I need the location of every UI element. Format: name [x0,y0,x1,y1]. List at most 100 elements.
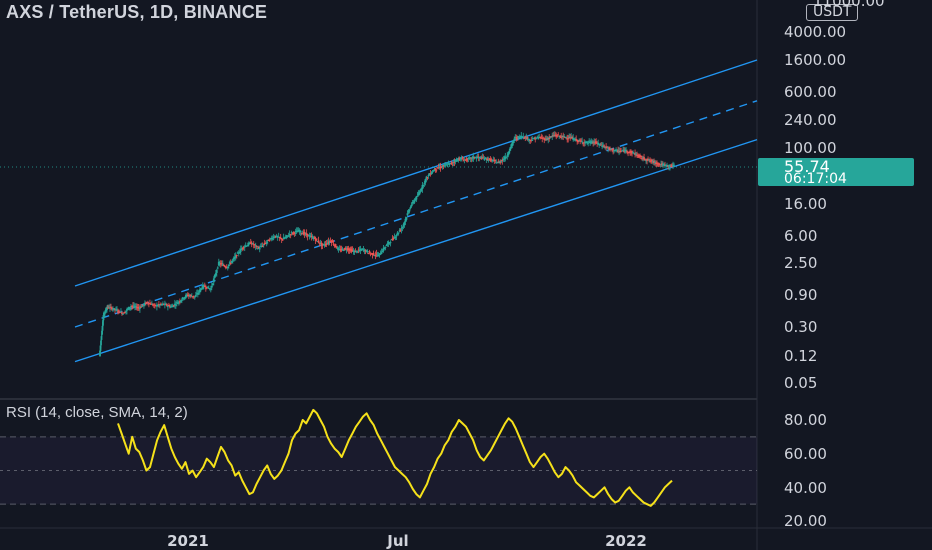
candle-body [455,159,458,162]
candle-body [643,157,645,160]
candle-body [267,239,270,242]
candle-body [121,312,123,314]
candle-body [488,158,491,160]
candle-body [401,226,404,228]
candle-body [189,294,192,296]
candle-body [497,161,500,163]
candle-body [371,253,374,256]
candle-body [518,136,521,138]
candle-body [304,233,307,235]
price-tick-label: 0.05 [784,374,817,392]
candle-body [588,141,591,143]
price-tick-top: 11000.00 [813,0,885,10]
candle-body [545,138,548,140]
candle-body [229,263,232,265]
candle-body [595,141,598,144]
candle-body [319,243,322,245]
candle-body [237,252,240,254]
candle-body [195,293,198,295]
price-unit-badge[interactable]: USDT [806,4,859,21]
candle-body [546,139,549,141]
candle-body [130,306,132,308]
candle-body [249,242,252,244]
candle-body [220,263,223,265]
candle-body [393,237,396,239]
candle-body [493,159,496,161]
candle-body [301,233,304,235]
candle-body [282,237,285,240]
candle-body [432,170,435,172]
candle-body [456,159,459,161]
candle-body [462,160,465,162]
candle-body [575,138,578,140]
candle-body [467,158,470,160]
candle-body [231,259,234,261]
candle-body [174,304,177,306]
candle-body [230,261,233,263]
candle-body [382,247,385,251]
candle-body [135,305,137,307]
candle-body [125,310,127,312]
candle-body [228,262,231,264]
candle-body [334,244,337,247]
candle-body [436,167,439,169]
candle-body [191,296,194,298]
candle-body [532,138,535,140]
candle-body [670,166,672,168]
candle-body [246,244,249,246]
candle-body [474,157,477,159]
candle-body [368,251,371,253]
candle-body [435,169,438,171]
candle-body [380,252,383,254]
candle-body [150,303,152,305]
candle-body [453,161,456,163]
candle-body [613,150,616,152]
candle-body [311,237,314,239]
candle-body [325,243,328,245]
candle-body [327,241,330,243]
candle-body [165,304,168,306]
candle-body [256,248,259,250]
candle-body [529,139,532,141]
candle-body [673,164,675,166]
candle-body [307,235,310,237]
candle-body [514,137,517,139]
candle-body [245,245,248,247]
candle-body [296,231,299,233]
rsi-label: RSI (14, close, SMA, 14, 2) [6,404,188,421]
price-tick-label: 1600.00 [784,51,846,69]
candle-body [381,251,384,253]
candle-body [277,236,280,238]
candle-body [105,309,108,311]
candle-body [556,135,559,137]
candle-body [373,255,376,257]
candle-body [298,231,301,233]
candle-body [535,138,538,140]
candle-body [464,159,467,161]
candle-body [379,253,382,255]
candle-body [458,157,461,161]
candle-body [328,240,331,242]
candle-body [268,239,271,241]
candle-body [124,312,126,314]
candle-body [610,148,613,150]
candle-body [384,246,387,248]
rsi-axis: 80.00 60.00 40.00 20.00 [784,411,827,530]
candle-body [122,313,124,315]
candle-body [607,147,610,149]
candle-body [333,245,336,247]
candle-body [644,159,646,161]
candle-body [662,164,664,166]
candle-body [437,166,440,168]
candle-body [396,232,399,235]
candle-body [603,145,606,147]
candle-body [446,165,449,167]
candle-body [366,251,369,253]
candle-body [628,151,630,153]
candle-body [183,297,186,299]
candle-body [428,174,431,176]
candle-body [221,264,224,266]
candle-body [335,247,338,249]
candle-body [326,242,329,244]
